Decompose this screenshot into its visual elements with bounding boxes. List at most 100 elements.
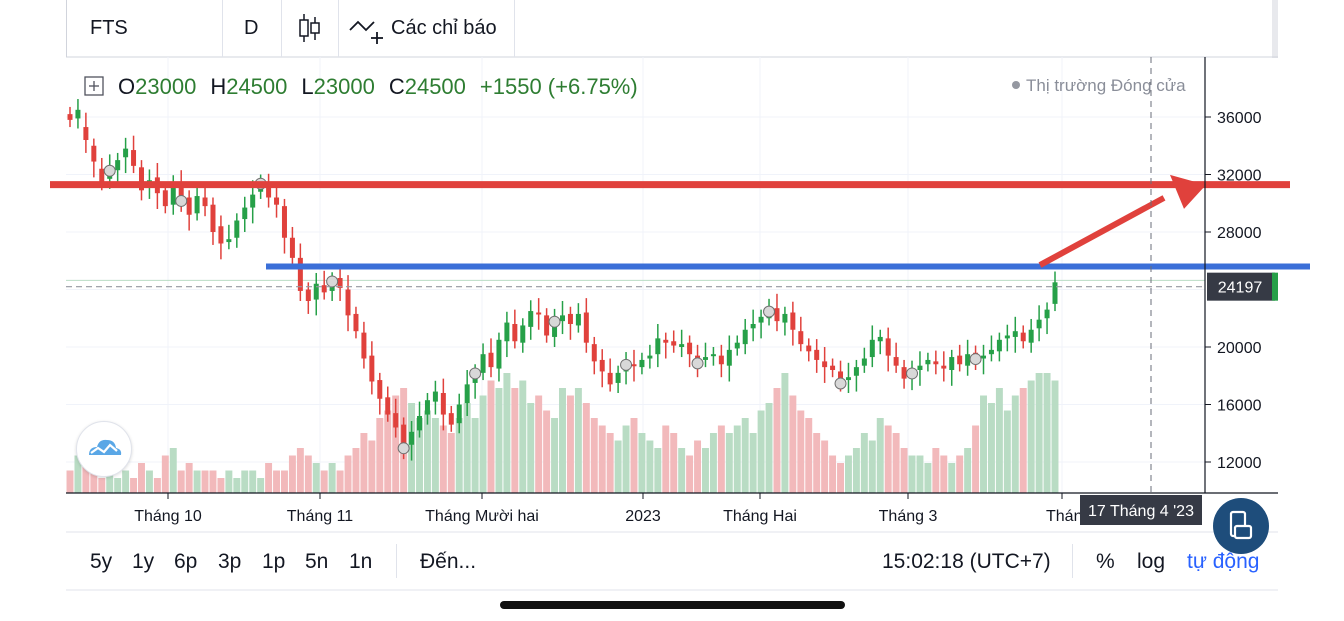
price-tick-label: 36000 [1217, 110, 1262, 127]
volume-bar [281, 470, 288, 493]
volume-bar [90, 470, 98, 493]
candle-body [710, 354, 716, 357]
candle-body [552, 319, 558, 337]
event-marker[interactable] [906, 367, 919, 380]
event-marker[interactable] [469, 367, 482, 380]
candle-body [504, 322, 510, 342]
candle-body [853, 367, 859, 376]
volume-bar [344, 455, 352, 493]
rotate-screen-button[interactable] [1213, 498, 1269, 554]
candle-body [337, 278, 343, 289]
volume-bar [360, 433, 368, 493]
ohlc-legend: O 23000 H 24500 L 23000 C 24500 +1550 (+6.75… [118, 73, 638, 101]
candle-body [734, 342, 740, 349]
event-marker[interactable] [763, 305, 776, 318]
close-value: 24500 [404, 74, 466, 99]
candle-body [758, 316, 764, 323]
range-1n-button[interactable]: 1n [349, 544, 372, 580]
range-1p-button[interactable]: 1p [262, 544, 285, 580]
volume-bar [217, 478, 225, 493]
status-dot-icon [1012, 80, 1020, 89]
price-tick-label: 28000 [1217, 225, 1262, 242]
range-1p-label: 1p [262, 550, 286, 573]
event-marker[interactable] [175, 194, 188, 207]
candle-body [123, 148, 129, 158]
price-axis: 36000 32000 28000 20000 16000 12000 [1205, 110, 1262, 472]
candles-icon[interactable] [299, 14, 320, 42]
volume-bar [479, 395, 487, 493]
range-3p-button[interactable]: 3p [218, 544, 241, 580]
volume-bar [598, 425, 606, 493]
event-marker[interactable] [103, 164, 116, 177]
volume-bar [630, 418, 638, 493]
candle-body [456, 404, 462, 424]
volume-bar [837, 463, 844, 493]
volume-bar [225, 470, 233, 493]
volume-bar [980, 395, 987, 493]
event-marker[interactable] [969, 353, 982, 366]
candle-body [536, 312, 542, 315]
log-scale-button[interactable]: log [1137, 544, 1165, 580]
event-marker[interactable] [620, 358, 633, 371]
volume-bar [503, 373, 511, 493]
volume-bar [1011, 395, 1019, 493]
event-marker[interactable] [691, 357, 704, 370]
price-tick-label: 12000 [1217, 455, 1262, 472]
red-arrow-shaft[interactable] [1038, 195, 1166, 268]
range-5y-button[interactable]: 5y [90, 544, 112, 580]
percent-scale-button[interactable]: % [1096, 544, 1115, 580]
volume-bar [805, 418, 813, 493]
range-6p-button[interactable]: 6p [174, 544, 197, 580]
candle-body [274, 197, 280, 205]
volume-bar [288, 455, 296, 493]
red-arrow-head[interactable] [1170, 174, 1206, 209]
range-5n-button[interactable]: 5n [305, 544, 328, 580]
home-indicator [500, 601, 845, 609]
volume-bar [74, 455, 82, 493]
volume-bar [590, 418, 598, 493]
candle-body [567, 313, 573, 324]
range-1y-button[interactable]: 1y [132, 544, 154, 580]
cloud-logo-icon [89, 439, 122, 455]
volume-bar [574, 388, 582, 493]
event-marker[interactable] [326, 275, 339, 288]
candle-body [1044, 309, 1050, 319]
candle-body [321, 285, 327, 293]
candle-body [981, 355, 987, 359]
percent-scale-label: % [1096, 550, 1115, 573]
brand-logo[interactable] [76, 421, 132, 477]
volume-bar [852, 448, 860, 493]
event-marker[interactable] [834, 377, 847, 390]
volume-bar [312, 463, 320, 493]
candle-body [313, 283, 319, 300]
candle-body [996, 339, 1002, 352]
candle-body [234, 220, 240, 238]
volume-bar [654, 448, 662, 493]
volume-bar [1035, 373, 1043, 493]
goto-date-button[interactable]: Đến... [420, 544, 476, 580]
volume-bar [201, 470, 209, 493]
indicators-icon[interactable] [349, 20, 383, 44]
open-label: O [118, 74, 136, 99]
candle-body [361, 332, 367, 359]
indicators-button[interactable]: Các chỉ báo [391, 0, 497, 57]
rotate-device-icon [1229, 510, 1253, 540]
event-marker[interactable] [397, 442, 410, 455]
volume-bar [972, 425, 980, 493]
symbol-label: FTS [90, 17, 128, 39]
volume-bar [122, 470, 130, 493]
interval-button[interactable]: D [244, 0, 258, 57]
candle-body [671, 341, 677, 346]
auto-scale-button[interactable]: tự động [1187, 544, 1259, 580]
volume-bar [924, 463, 932, 493]
symbol-button[interactable]: FTS [90, 0, 128, 57]
volume-bar [273, 470, 281, 493]
range-1y-label: 1y [132, 550, 155, 573]
event-marker[interactable] [548, 315, 561, 328]
volume-bar [145, 470, 153, 493]
legend-expand-icon[interactable] [84, 76, 104, 96]
candle-body [957, 355, 963, 365]
volume-bar [114, 478, 122, 493]
volume-bar [328, 463, 336, 493]
volume-bar [249, 470, 257, 493]
